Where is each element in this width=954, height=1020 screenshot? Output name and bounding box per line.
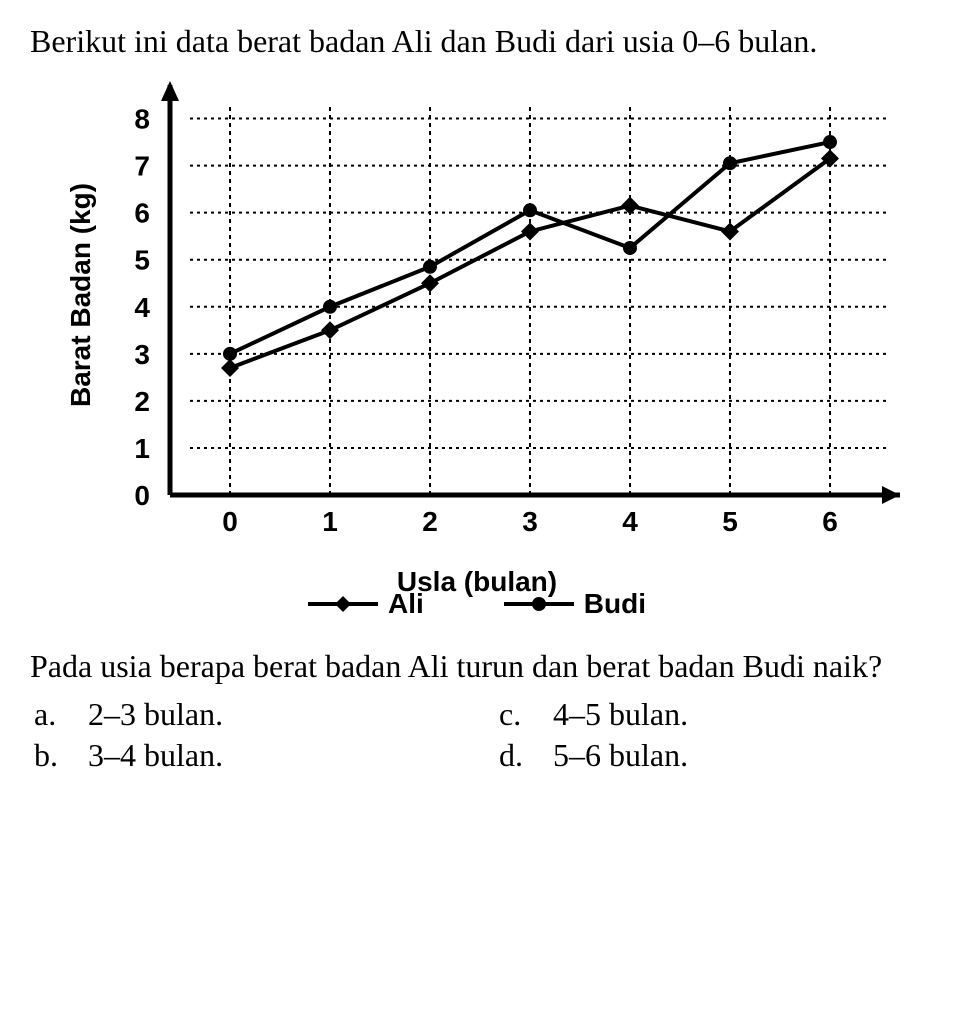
legend-label-budi: Budi: [584, 588, 646, 620]
svg-text:Barat Badan (kg): Barat Badan (kg): [65, 183, 96, 407]
svg-text:0: 0: [134, 480, 150, 511]
chart-region: 0 1 2 3 4 5 6 7 8 0 1 2 3 4 5 6 Barat Badan (kg): [60, 75, 910, 560]
legend-marker-budi: [504, 594, 574, 614]
legend-marker-ali: [308, 594, 378, 614]
svg-text:3: 3: [134, 339, 150, 370]
legend-item-ali: Ali: [308, 588, 424, 620]
svg-text:2: 2: [134, 386, 150, 417]
svg-text:5: 5: [134, 245, 150, 276]
intro-text: Berikut ini data berat badan Ali dan Bud…: [30, 20, 924, 63]
svg-text:5: 5: [722, 506, 738, 537]
option-b: b. 3–4 bulan.: [34, 737, 459, 774]
svg-text:6: 6: [134, 198, 150, 229]
svg-text:7: 7: [134, 151, 150, 182]
question-text: Pada usia berapa berat badan Ali turun d…: [30, 645, 924, 688]
option-d: d. 5–6 bulan.: [499, 737, 924, 774]
option-a: a. 2–3 bulan.: [34, 696, 459, 733]
legend-item-budi: Budi: [504, 588, 646, 620]
options-grid: a. 2–3 bulan. c. 4–5 bulan. b. 3–4 bulan…: [30, 696, 924, 774]
option-letter: c.: [499, 696, 529, 733]
option-text: 4–5 bulan.: [553, 696, 688, 733]
option-text: 2–3 bulan.: [88, 696, 223, 733]
option-text: 5–6 bulan.: [553, 737, 688, 774]
chart-svg: 0 1 2 3 4 5 6 7 8 0 1 2 3 4 5 6 Barat Badan (kg): [60, 75, 910, 560]
svg-text:4: 4: [134, 292, 150, 323]
option-letter: d.: [499, 737, 529, 774]
option-letter: a.: [34, 696, 64, 733]
svg-text:0: 0: [222, 506, 238, 537]
option-letter: b.: [34, 737, 64, 774]
svg-text:6: 6: [822, 506, 838, 537]
option-text: 3–4 bulan.: [88, 737, 223, 774]
svg-text:3: 3: [522, 506, 538, 537]
svg-text:2: 2: [422, 506, 438, 537]
svg-text:1: 1: [134, 433, 150, 464]
option-c: c. 4–5 bulan.: [499, 696, 924, 733]
svg-text:8: 8: [134, 104, 150, 135]
svg-text:1: 1: [322, 506, 338, 537]
legend-label-ali: Ali: [388, 588, 424, 620]
svg-text:4: 4: [622, 506, 638, 537]
